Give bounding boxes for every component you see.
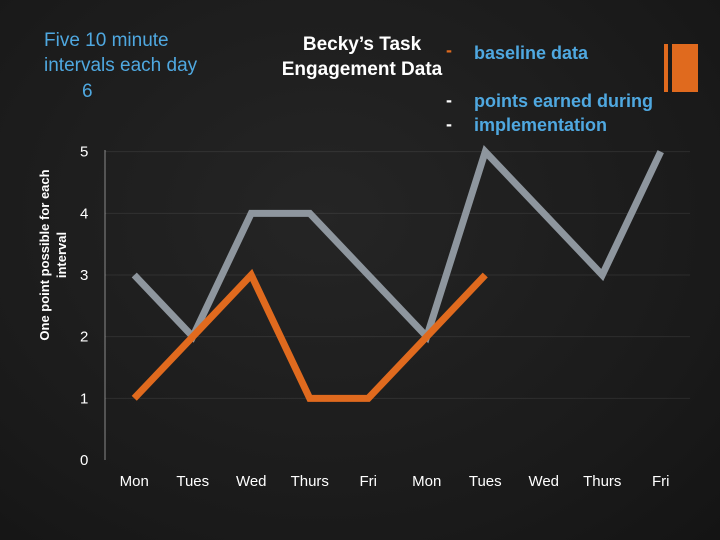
y-tick-labels: 0 1 2 3 4 5 6 xyxy=(80,81,93,469)
x-tick-label: Mon xyxy=(120,473,149,490)
x-tick-labels: Mon Tues Wed Thurs Fri Mon Tues Wed Thurs Fri xyxy=(120,473,670,490)
legend-implementation: points earned during implementation xyxy=(474,91,654,135)
accent-bar-left xyxy=(664,44,668,92)
gridlines xyxy=(105,151,690,399)
series-line-gray xyxy=(131,144,664,344)
legend-marker-2: - xyxy=(446,90,452,110)
series-layer xyxy=(131,144,664,402)
legend-baseline: baseline data xyxy=(474,43,589,63)
accent-bar-right xyxy=(672,44,698,92)
x-tick-label: Tues xyxy=(176,473,209,490)
y-tick-label: 4 xyxy=(80,205,88,222)
x-tick-label: Mon xyxy=(412,473,441,490)
x-tick-label: Thurs xyxy=(583,473,621,490)
y-tick-label: 0 xyxy=(80,452,88,469)
legend-marker-3: - xyxy=(446,114,452,134)
y-tick-label: 5 xyxy=(80,144,88,161)
x-tick-label: Wed xyxy=(236,473,267,490)
x-tick-label: Fri xyxy=(652,473,670,490)
y-tick-label: 1 xyxy=(80,390,88,407)
x-tick-label: Thurs xyxy=(291,473,329,490)
legend-marker-1: - xyxy=(446,40,452,60)
chart-title: Becky’s Task Engagement Data xyxy=(281,34,443,80)
y-tick-label: 6 xyxy=(82,81,93,102)
x-tick-label: Fri xyxy=(360,473,378,490)
x-tick-label: Wed xyxy=(528,473,559,490)
chart-subtitle: Five 10 minute intervals each day xyxy=(44,30,198,76)
y-tick-label: 3 xyxy=(80,267,88,284)
y-tick-label: 2 xyxy=(80,329,88,346)
x-tick-label: Tues xyxy=(469,473,502,490)
